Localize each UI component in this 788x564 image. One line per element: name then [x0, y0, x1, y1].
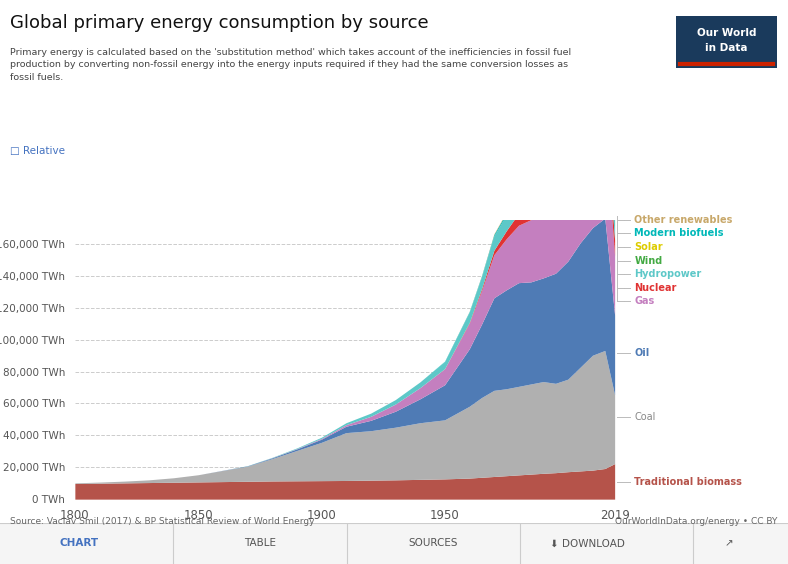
Text: Traditional biomass: Traditional biomass	[634, 477, 742, 487]
Text: Primary energy is calculated based on the 'substitution method' which takes acco: Primary energy is calculated based on th…	[10, 48, 571, 82]
Text: Solar: Solar	[634, 242, 663, 252]
Text: in Data: in Data	[705, 43, 748, 53]
Text: Coal: Coal	[634, 412, 656, 422]
Text: Global primary energy consumption by source: Global primary energy consumption by sou…	[10, 14, 429, 32]
Text: SOURCES: SOURCES	[409, 539, 458, 548]
Text: ↗: ↗	[724, 539, 734, 548]
Text: □ Relative: □ Relative	[10, 146, 65, 156]
Text: Wind: Wind	[634, 255, 663, 266]
Text: Other renewables: Other renewables	[634, 215, 733, 225]
Text: Our World: Our World	[697, 28, 756, 38]
Text: Modern biofuels: Modern biofuels	[634, 228, 724, 239]
Text: ⬇ DOWNLOAD: ⬇ DOWNLOAD	[549, 539, 625, 548]
Text: Gas: Gas	[634, 296, 655, 306]
Text: TABLE: TABLE	[244, 539, 276, 548]
Text: Oil: Oil	[634, 347, 649, 358]
Text: Nuclear: Nuclear	[634, 283, 677, 293]
Text: OurWorldInData.org/energy • CC BY: OurWorldInData.org/energy • CC BY	[615, 517, 778, 526]
Text: Hydropower: Hydropower	[634, 269, 701, 279]
Text: Source: Vaclav Smil (2017) & BP Statistical Review of World Energy: Source: Vaclav Smil (2017) & BP Statisti…	[10, 517, 314, 526]
Text: CHART: CHART	[59, 539, 98, 548]
